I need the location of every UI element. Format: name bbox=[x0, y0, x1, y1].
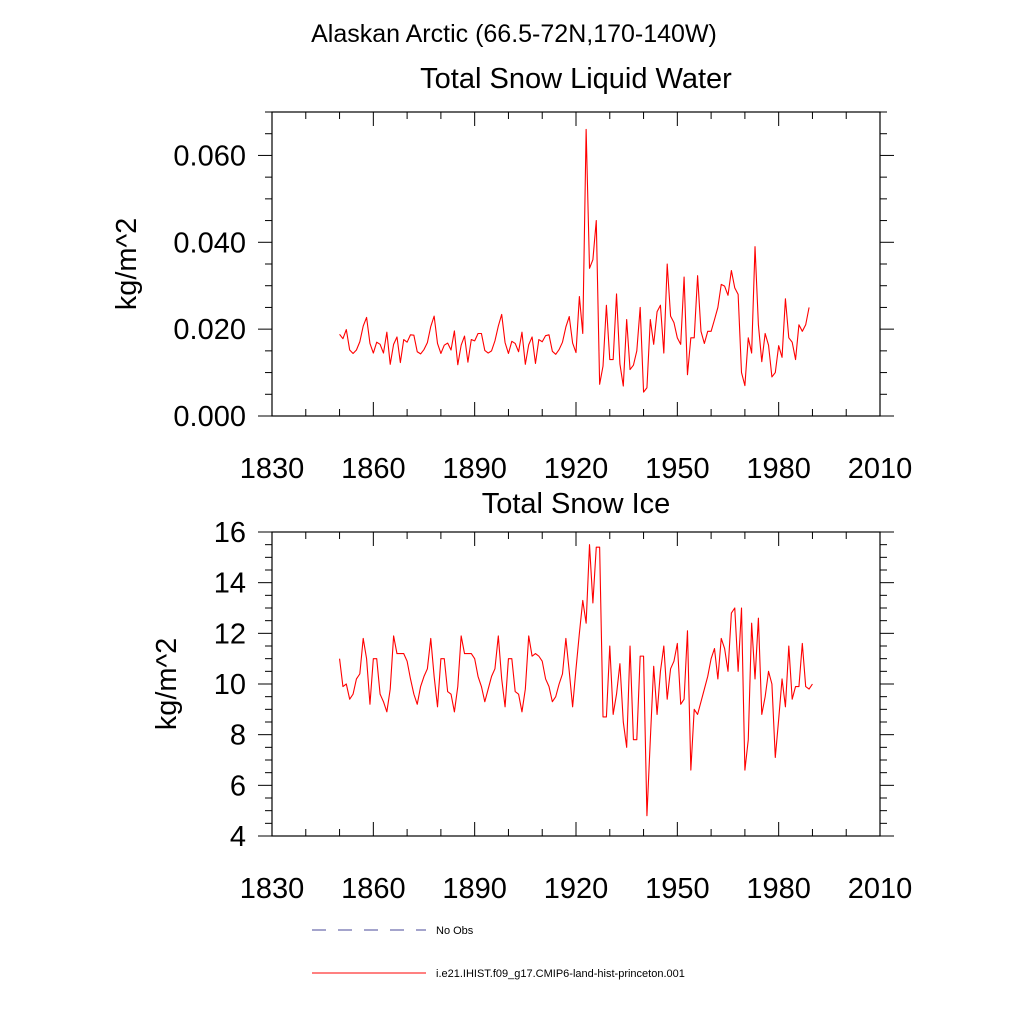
x-tick-label: 1950 bbox=[645, 453, 710, 485]
y-tick-label: 4 bbox=[230, 821, 246, 853]
y-tick-label: 0.040 bbox=[173, 227, 246, 259]
x-tick-label: 2010 bbox=[848, 873, 913, 905]
y-tick-label: 16 bbox=[214, 517, 246, 549]
legend-label: No Obs bbox=[436, 925, 474, 937]
y-tick-label: 12 bbox=[214, 618, 246, 650]
series-line bbox=[339, 128, 810, 393]
chart-snow-ice: Total Snow Ice 1830 1860 1890 1920 1950 1980 2… bbox=[151, 488, 912, 905]
y-axis-label: kg/m^2 bbox=[111, 218, 143, 311]
x-tick-label: 1890 bbox=[442, 453, 507, 485]
y-tick-label: 14 bbox=[214, 568, 246, 600]
legend-entry-no-obs: No Obs bbox=[312, 925, 474, 937]
legend-entry-model: i.e21.IHIST.f09_g17.CMIP6-land-hist-prin… bbox=[312, 968, 685, 980]
x-tick-label: 1950 bbox=[645, 873, 710, 905]
legend-label: i.e21.IHIST.f09_g17.CMIP6-land-hist-prin… bbox=[436, 968, 685, 980]
plot-frame bbox=[271, 111, 881, 417]
x-tick-label: 1920 bbox=[544, 873, 609, 905]
y-axis-label: kg/m^2 bbox=[151, 638, 183, 731]
chart-title: Total Snow Ice bbox=[482, 488, 671, 520]
x-tick-label: 1980 bbox=[746, 453, 811, 485]
y-tick-label: 8 bbox=[230, 720, 246, 752]
x-tick-label: 2010 bbox=[848, 453, 913, 485]
y-tick-label: 0.020 bbox=[173, 314, 246, 346]
x-tick-label: 1860 bbox=[341, 873, 406, 905]
chart-title: Total Snow Liquid Water bbox=[420, 63, 732, 95]
y-tick-label: 0.060 bbox=[173, 140, 246, 172]
x-tick-label: 1830 bbox=[240, 453, 305, 485]
plot-frame bbox=[271, 531, 881, 837]
y-tick-label: 0.000 bbox=[173, 401, 246, 433]
figure-title: Alaskan Arctic (66.5-72N,170-140W) bbox=[311, 20, 717, 48]
chart-snow-liquid-water: Total Snow Liquid Water 1830 1860 1890 1920… bbox=[111, 63, 912, 485]
legend: No Obs i.e21.IHIST.f09_g17.CMIP6-land-hi… bbox=[312, 925, 685, 980]
x-tick-label: 1860 bbox=[341, 453, 406, 485]
y-tick-label: 10 bbox=[214, 669, 246, 701]
series-line bbox=[339, 544, 813, 817]
x-tick-label: 1890 bbox=[442, 873, 507, 905]
x-tick-label: 1980 bbox=[746, 873, 811, 905]
x-tick-label: 1830 bbox=[240, 873, 305, 905]
y-tick-label: 6 bbox=[230, 770, 246, 802]
x-tick-label: 1920 bbox=[544, 453, 609, 485]
